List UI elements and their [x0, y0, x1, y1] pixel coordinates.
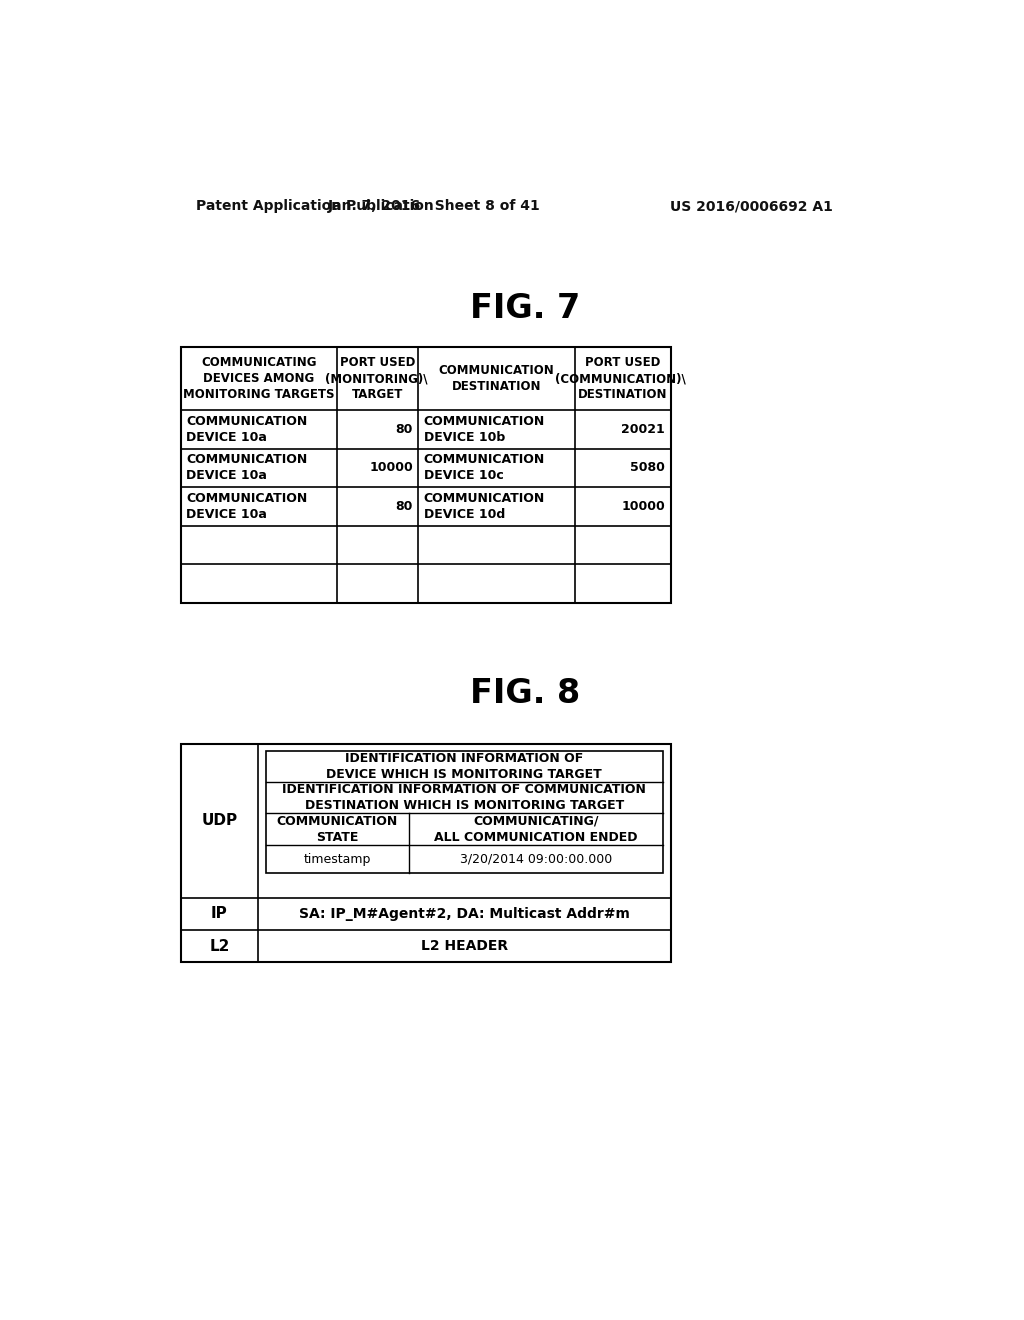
Text: COMMUNICATING/
ALL COMMUNICATION ENDED: COMMUNICATING/ ALL COMMUNICATION ENDED — [434, 814, 638, 843]
Text: FIG. 8: FIG. 8 — [470, 677, 580, 710]
Text: PORT USED
(COMMUNICATION)\ 
DESTINATION: PORT USED (COMMUNICATION)\ DESTINATION — [555, 356, 690, 401]
Text: COMMUNICATION
DEVICE 10b: COMMUNICATION DEVICE 10b — [424, 414, 545, 444]
Text: L2 HEADER: L2 HEADER — [421, 939, 508, 953]
Text: Patent Application Publication: Patent Application Publication — [197, 199, 434, 213]
Text: COMMUNICATION
DESTINATION: COMMUNICATION DESTINATION — [438, 364, 555, 393]
Bar — [266, 751, 663, 873]
Text: COMMUNICATION
DEVICE 10d: COMMUNICATION DEVICE 10d — [424, 492, 545, 521]
Text: COMMUNICATION
DEVICE 10a: COMMUNICATION DEVICE 10a — [186, 454, 307, 482]
Text: 20021: 20021 — [622, 422, 665, 436]
Text: COMMUNICATION
STATE: COMMUNICATION STATE — [276, 814, 398, 843]
Text: L2: L2 — [209, 939, 229, 953]
Text: 80: 80 — [395, 422, 413, 436]
Text: 3/20/2014 09:00:00.000: 3/20/2014 09:00:00.000 — [460, 853, 612, 866]
Text: COMMUNICATION
DEVICE 10a: COMMUNICATION DEVICE 10a — [186, 414, 307, 444]
Text: IP: IP — [211, 907, 227, 921]
Text: US 2016/0006692 A1: US 2016/0006692 A1 — [671, 199, 834, 213]
Text: 5080: 5080 — [630, 462, 665, 474]
Text: COMMUNICATION
DEVICE 10a: COMMUNICATION DEVICE 10a — [186, 492, 307, 521]
Text: COMMUNICATION
DEVICE 10c: COMMUNICATION DEVICE 10c — [424, 454, 545, 482]
Bar — [180, 347, 671, 603]
Text: IDENTIFICATION INFORMATION OF
DEVICE WHICH IS MONITORING TARGET: IDENTIFICATION INFORMATION OF DEVICE WHI… — [327, 752, 602, 781]
Text: timestamp: timestamp — [304, 853, 371, 866]
Text: IDENTIFICATION INFORMATION OF COMMUNICATION
DESTINATION WHICH IS MONITORING TARG: IDENTIFICATION INFORMATION OF COMMUNICAT… — [283, 783, 646, 812]
Text: FIG. 7: FIG. 7 — [470, 292, 580, 325]
Text: 10000: 10000 — [622, 500, 665, 513]
Text: PORT USED
(MONITORING)\ 
TARGET: PORT USED (MONITORING)\ TARGET — [325, 356, 431, 401]
Text: 80: 80 — [395, 500, 413, 513]
Text: 10000: 10000 — [369, 462, 413, 474]
Text: SA: IP_M#Agent#2, DA: Multicast Addr#m: SA: IP_M#Agent#2, DA: Multicast Addr#m — [299, 907, 630, 921]
Text: COMMUNICATING
DEVICES AMONG
MONITORING TARGETS: COMMUNICATING DEVICES AMONG MONITORING T… — [183, 356, 335, 401]
Bar — [180, 743, 671, 962]
Text: UDP: UDP — [202, 813, 238, 828]
Text: Jan. 7, 2016   Sheet 8 of 41: Jan. 7, 2016 Sheet 8 of 41 — [328, 199, 541, 213]
